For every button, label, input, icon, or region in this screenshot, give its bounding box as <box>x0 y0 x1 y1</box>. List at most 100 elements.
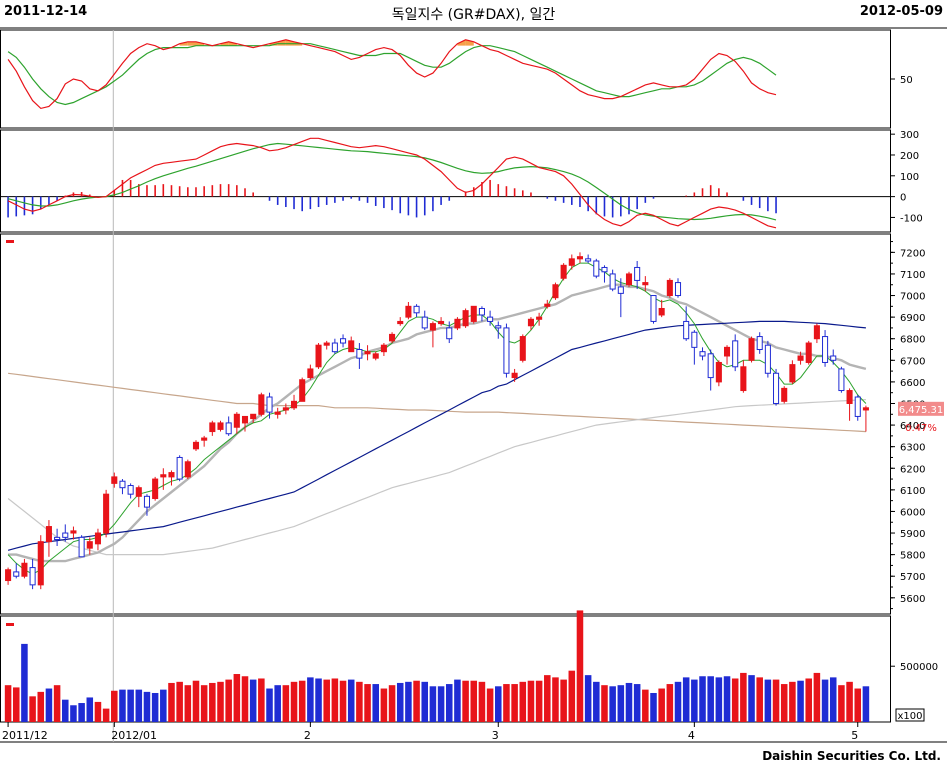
volume-bar <box>552 677 559 722</box>
candle-body <box>315 344 322 368</box>
volume-bar <box>780 684 788 722</box>
x-axis-label: 2 <box>304 729 311 742</box>
candle-body <box>103 493 110 534</box>
pane-frame-1 <box>0 129 891 233</box>
volume-bar <box>764 679 772 722</box>
candle-body <box>560 264 567 279</box>
volume-bar <box>584 675 592 722</box>
candle-body <box>217 422 224 430</box>
candle-body <box>348 340 355 353</box>
ma-20-line <box>8 283 867 563</box>
change-percent-label: 0.47% <box>905 423 937 434</box>
candle-body <box>364 351 371 355</box>
volume-bar <box>37 691 45 722</box>
volume-bar <box>135 689 143 722</box>
candle-body <box>732 340 739 368</box>
volume-bar <box>249 679 257 722</box>
candle-body <box>495 325 502 329</box>
volume-bar <box>168 682 175 722</box>
candle-body <box>13 571 20 577</box>
candle-body <box>789 364 796 383</box>
candle-body <box>225 422 232 435</box>
candle-body <box>748 338 755 361</box>
volume-bar <box>241 676 249 722</box>
volume-bar <box>21 643 28 722</box>
candle-body <box>372 353 379 359</box>
candle-body <box>127 485 134 495</box>
candle-body <box>715 361 722 383</box>
candle-body <box>37 541 44 586</box>
volume-unit-label: x100 <box>897 711 922 722</box>
volume-bar <box>625 682 633 722</box>
volume-bar <box>356 681 363 722</box>
volume-bar <box>78 703 85 722</box>
y-tick-label: 5900 <box>900 529 925 540</box>
volume-bar <box>315 678 322 722</box>
volume-bar <box>527 680 535 722</box>
volume-bar <box>86 697 94 722</box>
candle-body <box>544 303 551 307</box>
candle-body <box>511 372 518 379</box>
volume-bar <box>102 708 110 722</box>
volume-bar <box>45 688 53 722</box>
volume-bar <box>62 699 69 722</box>
candle-body <box>62 532 69 538</box>
volume-bar <box>821 679 829 722</box>
candle-body <box>552 284 559 299</box>
macd-line <box>7 137 777 229</box>
company-credit: Daishin Securities Co. Ltd. <box>762 749 941 763</box>
volume-bar <box>298 680 306 722</box>
volume-bar <box>511 684 518 722</box>
candle-body <box>111 476 118 484</box>
candle-body <box>699 351 706 357</box>
volume-bar <box>151 692 159 722</box>
candle-body <box>340 338 347 344</box>
volume-bar <box>478 681 486 722</box>
volume-bar <box>535 680 543 722</box>
volume-bar <box>789 681 796 722</box>
volume-bar <box>748 675 755 722</box>
candle-body <box>478 307 485 316</box>
y-tick-label: 0 <box>900 193 906 204</box>
volume-bar <box>331 678 339 722</box>
volume-bar <box>519 681 527 722</box>
y-tick-label: 7100 <box>900 270 925 281</box>
last-price-label: 6,475.31 <box>899 405 944 416</box>
candle-body <box>683 320 690 340</box>
candle-body <box>201 437 208 441</box>
candle-body <box>666 279 673 297</box>
candle-body <box>413 305 420 314</box>
volume-bar <box>862 686 870 722</box>
volume-bar <box>666 684 674 722</box>
candle-body <box>846 390 853 404</box>
stochastic-k-line <box>7 39 777 110</box>
candle-body <box>797 355 804 361</box>
y-tick-label: 5600 <box>900 594 925 605</box>
y-tick-label: 6700 <box>900 356 925 367</box>
candle-body <box>266 396 273 413</box>
candle-body <box>585 258 592 262</box>
volume-bar <box>372 684 379 722</box>
overbought-fill <box>187 41 196 46</box>
volume-bar <box>454 679 461 722</box>
volume-bar <box>740 672 747 722</box>
volume-bar <box>274 685 281 722</box>
volume-bar <box>674 681 682 722</box>
candle-body <box>86 541 93 549</box>
y-tick-label: 6200 <box>900 464 925 475</box>
candle-body <box>241 415 249 424</box>
volume-bar <box>503 684 510 722</box>
volume-bar <box>601 685 608 722</box>
volume-bar <box>217 681 224 722</box>
candle-body <box>135 487 142 497</box>
candle-body <box>250 413 257 420</box>
y-tick-label: 5700 <box>900 572 925 583</box>
volume-bar <box>462 680 469 722</box>
candle-body <box>176 456 183 480</box>
volume-bar <box>846 681 853 722</box>
candle-body <box>274 411 281 415</box>
volume-bar <box>388 685 396 722</box>
candle-body <box>233 413 240 428</box>
candle-body <box>429 323 436 331</box>
